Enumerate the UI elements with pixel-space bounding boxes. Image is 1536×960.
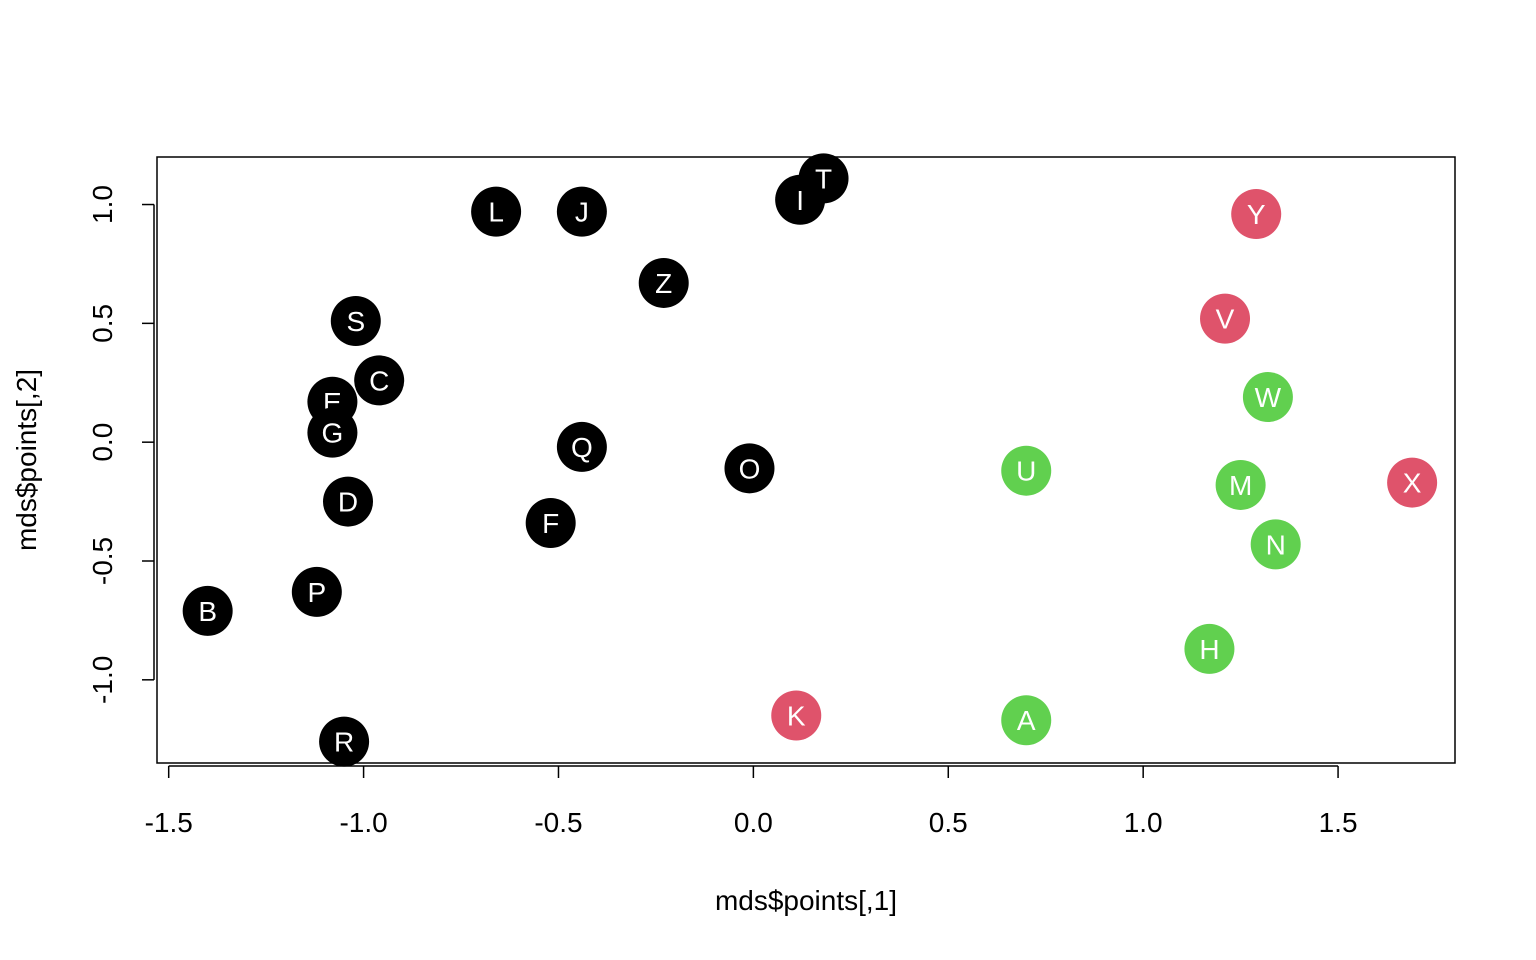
y-axis: -1.0 -0.5 0.0 0.5 1.0 <box>87 185 155 704</box>
point-marker <box>319 716 370 767</box>
point-label: L <box>488 197 504 228</box>
point-label: X <box>1403 468 1422 499</box>
point-label: I <box>796 185 804 216</box>
data-point-w: W <box>1242 372 1293 423</box>
point-marker <box>471 186 522 237</box>
y-tick-label: 0.0 <box>87 423 118 462</box>
point-marker <box>182 585 233 636</box>
x-tick-label: 1.5 <box>1319 807 1358 838</box>
point-label: M <box>1229 470 1252 501</box>
point-label: Y <box>1247 199 1266 230</box>
point-marker <box>330 295 381 346</box>
point-label: O <box>739 453 761 484</box>
point-label: T <box>815 163 832 194</box>
data-point-x: X <box>1387 457 1438 508</box>
point-marker <box>556 186 607 237</box>
point-label: G <box>322 418 344 449</box>
point-marker <box>1184 623 1235 674</box>
data-point-t: T <box>798 153 849 204</box>
point-marker <box>1001 445 1052 496</box>
point-label: Z <box>655 268 672 299</box>
data-point-h: H <box>1184 623 1235 674</box>
point-marker <box>798 153 849 204</box>
point-label: D <box>338 487 358 518</box>
x-axis: -1.5 -1.0 -0.5 0.0 0.5 1.0 1.5 <box>145 765 1358 838</box>
data-point-r: R <box>319 716 370 767</box>
point-marker <box>1242 372 1293 423</box>
point-label: U <box>1016 456 1036 487</box>
data-point-v: V <box>1200 293 1251 344</box>
point-marker <box>322 476 373 527</box>
data-point-y: Y <box>1231 189 1282 240</box>
point-label: F <box>542 508 559 539</box>
point-label: R <box>334 727 354 758</box>
point-label: P <box>307 577 326 608</box>
y-tick-label: 0.5 <box>87 304 118 343</box>
point-marker <box>1001 695 1052 746</box>
point-marker <box>556 421 607 472</box>
point-label: Q <box>571 432 593 463</box>
x-tick-label: -1.5 <box>145 807 193 838</box>
x-tick-label: 0.5 <box>929 807 968 838</box>
point-marker <box>724 443 775 494</box>
data-point-q: Q <box>556 421 607 472</box>
point-marker <box>1231 189 1282 240</box>
data-point-l: L <box>471 186 522 237</box>
data-point-u: U <box>1001 445 1052 496</box>
y-axis-label: mds$points[,2] <box>11 369 42 551</box>
point-label: W <box>1255 382 1282 413</box>
point-marker <box>1200 293 1251 344</box>
point-label: J <box>575 197 589 228</box>
data-point-s: S <box>330 295 381 346</box>
x-axis-label: mds$points[,1] <box>715 885 897 916</box>
data-point-a: A <box>1001 695 1052 746</box>
point-label: K <box>787 700 806 731</box>
data-point-z: Z <box>638 257 689 308</box>
point-label: C <box>369 365 389 396</box>
point-marker <box>1387 457 1438 508</box>
data-point-j: J <box>556 186 607 237</box>
point-marker <box>1250 519 1301 570</box>
point-marker <box>291 566 342 617</box>
data-point-d: D <box>322 476 373 527</box>
point-label: S <box>346 306 365 337</box>
y-tick-label: -0.5 <box>87 537 118 585</box>
data-point-m: M <box>1215 459 1266 510</box>
point-marker <box>525 497 576 548</box>
data-point-p: P <box>291 566 342 617</box>
point-label: B <box>198 596 217 627</box>
data-point-n: N <box>1250 519 1301 570</box>
point-marker <box>771 690 822 741</box>
data-point-f: F <box>525 497 576 548</box>
data-point-c: C <box>354 355 405 406</box>
data-point-g: G <box>307 407 358 458</box>
point-marker <box>307 407 358 458</box>
point-label: H <box>1199 634 1219 665</box>
point-marker <box>354 355 405 406</box>
data-point-o: O <box>724 443 775 494</box>
point-label: V <box>1216 304 1235 335</box>
x-tick-label: 1.0 <box>1124 807 1163 838</box>
y-tick-label: -1.0 <box>87 656 118 704</box>
data-point-b: B <box>182 585 233 636</box>
x-tick-label: -1.0 <box>339 807 387 838</box>
point-label: N <box>1266 529 1286 560</box>
y-tick-label: 1.0 <box>87 185 118 224</box>
point-label: A <box>1017 705 1036 736</box>
plot-frame <box>156 156 1456 764</box>
data-point-k: K <box>771 690 822 741</box>
point-marker <box>638 257 689 308</box>
x-tick-label: -0.5 <box>534 807 582 838</box>
x-tick-label: 0.0 <box>734 807 773 838</box>
point-marker <box>1215 459 1266 510</box>
